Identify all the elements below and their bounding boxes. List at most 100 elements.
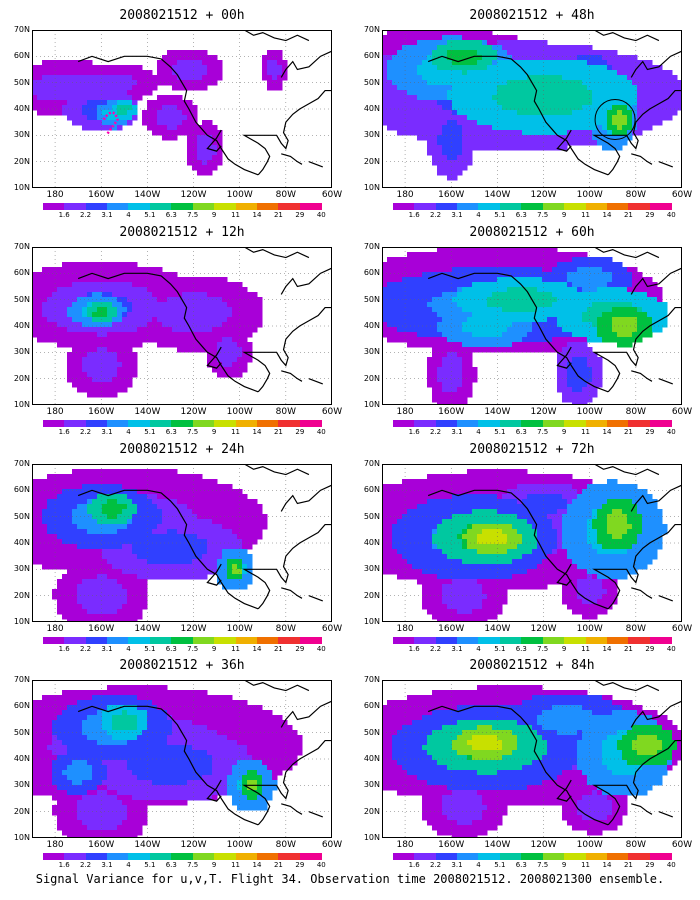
colorbar-label: 6.3 — [515, 645, 527, 653]
colorbar-swatch — [499, 203, 522, 210]
colorbar-swatch — [107, 853, 129, 860]
colorbar-label: 7.5 — [537, 645, 549, 653]
lat-label: 40N — [363, 538, 380, 547]
colorbar-label: 2.2 — [79, 211, 92, 219]
lon-label: 120W — [180, 190, 207, 200]
target-circle — [594, 99, 636, 141]
lon-label: 120W — [530, 407, 557, 417]
colorbar-swatch — [628, 637, 651, 644]
colorbar-swatch — [128, 420, 151, 427]
colorbar-label: 4 — [126, 861, 131, 869]
lon-label: 100W — [576, 840, 603, 850]
coastline — [427, 705, 609, 826]
colorbar-swatch — [192, 853, 215, 860]
lon-label: 160W — [438, 840, 465, 850]
panel-title: 2008021512 + 00h — [119, 8, 245, 23]
coastline — [308, 811, 323, 818]
panel-title: 2008021512 + 48h — [469, 8, 595, 23]
colorbar-swatch — [257, 637, 279, 644]
colorbar-label: 3.1 — [451, 211, 463, 219]
lon-label: 120W — [180, 840, 207, 850]
coastline — [658, 378, 673, 385]
lon-label: 60W — [321, 407, 343, 417]
colorbar-label: 9 — [211, 861, 217, 869]
colorbar-swatch — [499, 637, 522, 644]
variance-map — [32, 247, 332, 405]
colorbar-label: 9 — [561, 861, 567, 869]
colorbar-swatch — [649, 637, 672, 644]
lat-label: 10N — [13, 833, 30, 842]
coastline — [206, 346, 222, 369]
colorbar-swatch — [414, 637, 437, 644]
colorbar-label: 7.5 — [537, 428, 549, 436]
colorbar-label: 40 — [666, 211, 676, 219]
lat-label: 10N — [363, 833, 380, 842]
coastline — [631, 153, 653, 165]
colorbar-swatch — [457, 853, 479, 860]
lon-label: 160W — [88, 624, 115, 634]
colorbar-label: 2.2 — [429, 861, 442, 869]
colorbar-swatch — [214, 853, 237, 860]
lat-label: 10N — [13, 183, 30, 192]
lon-label: 80W — [625, 624, 647, 634]
coastline — [631, 587, 653, 599]
coastline — [556, 129, 572, 152]
lon-label: 140W — [134, 840, 161, 850]
coastline — [594, 680, 660, 692]
lat-label: 30N — [363, 780, 380, 790]
colorbar-label: 29 — [295, 861, 305, 869]
colorbar-swatch — [478, 853, 501, 860]
colorbar-swatch — [278, 203, 301, 210]
coastline — [244, 247, 310, 259]
colorbar-label: 2.2 — [79, 645, 92, 653]
colorbar-label: 29 — [295, 211, 305, 219]
colorbar-swatch — [107, 637, 129, 644]
colorbar-swatch — [42, 637, 65, 644]
colorbar-label: 6.3 — [165, 861, 177, 869]
lon-label: 100W — [226, 407, 253, 417]
colorbar-swatch — [128, 853, 151, 860]
lon-label: 80W — [275, 190, 297, 200]
colorbar-label: 7.5 — [187, 861, 199, 869]
lat-label: 10N — [363, 400, 380, 409]
colorbar-label: 2.2 — [79, 861, 92, 869]
lat-label: 60N — [363, 268, 380, 278]
colorbar-label: 29 — [645, 428, 655, 436]
colorbar-label: 11 — [581, 428, 591, 436]
colorbar-label: 40 — [316, 645, 326, 653]
lat-label: 60N — [13, 268, 30, 278]
lat-label: 60N — [363, 51, 380, 61]
coastline — [280, 267, 332, 295]
lon-label: 120W — [530, 840, 557, 850]
colorbar-label: 14 — [602, 211, 612, 219]
colorbar-swatch — [214, 203, 237, 210]
colorbar-swatch — [299, 420, 322, 427]
lon-label: 80W — [625, 407, 647, 417]
colorbar-swatch — [435, 203, 458, 210]
colorbar-label: 2.2 — [79, 428, 92, 436]
lon-label: 160W — [438, 407, 465, 417]
coastline — [281, 370, 303, 382]
lat-label: 20N — [13, 590, 30, 600]
colorbar-label: 7.5 — [537, 211, 549, 219]
colorbar-swatch — [628, 853, 651, 860]
colorbar-label: 11 — [231, 645, 241, 653]
colorbar-label: 14 — [252, 211, 262, 219]
colorbar-label: 4 — [126, 645, 131, 653]
colorbar-label: 14 — [252, 861, 262, 869]
colorbar-label: 40 — [316, 211, 326, 219]
colorbar-swatch — [521, 420, 544, 427]
colorbar-label: 1.6 — [408, 428, 420, 436]
lat-label: 20N — [363, 156, 380, 166]
colorbar-label: 3.1 — [101, 645, 113, 653]
colorbar-swatch — [649, 203, 672, 210]
colorbar-label: 21 — [623, 428, 633, 436]
colorbar-swatch — [585, 637, 608, 644]
colorbar-label: 9 — [561, 428, 567, 436]
colorbar-swatch — [414, 420, 437, 427]
panel-title: 2008021512 + 24h — [119, 442, 245, 457]
colorbar-label: 14 — [602, 645, 612, 653]
colorbar-swatch — [192, 637, 215, 644]
lat-label: 20N — [13, 373, 30, 383]
colorbar-swatch — [435, 853, 458, 860]
